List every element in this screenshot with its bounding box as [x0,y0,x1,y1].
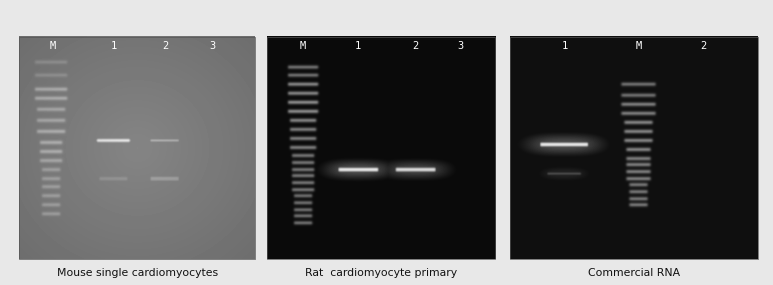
Text: Mouse single cardiomyocytes: Mouse single cardiomyocytes [57,268,218,278]
Text: M: M [49,40,56,51]
Text: 3: 3 [458,40,464,51]
Text: 2: 2 [700,40,707,51]
Bar [19,37,255,259]
Text: M: M [635,40,642,51]
Text: Commercial RNA: Commercial RNA [587,268,680,278]
Text: 3: 3 [209,40,216,51]
Text: M: M [300,40,306,51]
Bar [267,37,495,259]
Bar [510,37,758,259]
Text: 2: 2 [162,40,169,51]
Text: 1: 1 [355,40,361,51]
Text: 2: 2 [412,40,418,51]
Text: Rat  cardiomyocyte primary: Rat cardiomyocyte primary [305,268,457,278]
Text: 1: 1 [561,40,567,51]
Text: 1: 1 [111,40,117,51]
